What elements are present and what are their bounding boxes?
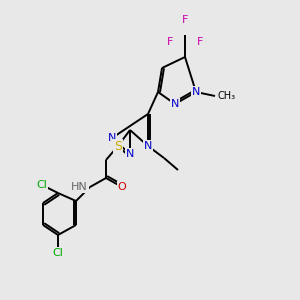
Text: N: N <box>108 133 116 143</box>
Text: F: F <box>197 37 203 47</box>
Text: CH₃: CH₃ <box>217 91 235 101</box>
Text: F: F <box>167 37 173 47</box>
Text: O: O <box>118 182 126 192</box>
Text: HN: HN <box>71 182 88 192</box>
Text: Cl: Cl <box>52 248 63 258</box>
Text: Cl: Cl <box>37 180 47 190</box>
Text: S: S <box>114 140 122 152</box>
Text: N: N <box>192 87 200 97</box>
Text: F: F <box>182 15 188 25</box>
Text: N: N <box>126 149 134 159</box>
Text: N: N <box>144 141 152 151</box>
Text: N: N <box>171 99 179 109</box>
